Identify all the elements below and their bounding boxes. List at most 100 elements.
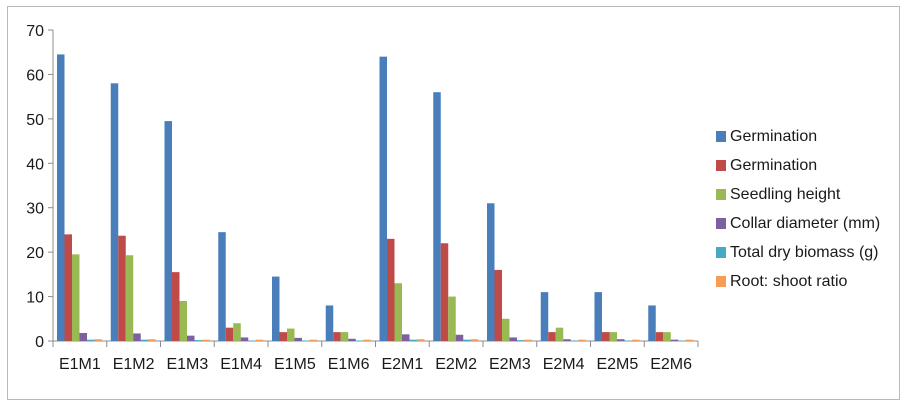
bar (294, 337, 302, 341)
y-tick-label: 30 (26, 201, 44, 218)
y-tick-label: 20 (26, 245, 44, 262)
bar (617, 339, 625, 341)
bar (125, 255, 134, 341)
bar (632, 339, 640, 341)
x-tick-label: E2M3 (489, 356, 531, 373)
bar (594, 292, 602, 341)
y-tick-label: 10 (26, 290, 44, 307)
bar (333, 332, 341, 341)
x-tick-label: E2M2 (435, 356, 477, 373)
bar (194, 340, 202, 341)
y-tick-label: 50 (26, 112, 44, 129)
bar (279, 332, 287, 341)
legend-item: Germination (716, 151, 880, 180)
x-tick-label: E1M5 (274, 356, 316, 373)
bar (670, 339, 679, 341)
legend-label: Seedling height (730, 185, 841, 203)
legend-item: Seedling height (716, 180, 880, 209)
bar (417, 339, 425, 341)
bar (455, 334, 464, 341)
bar (363, 339, 371, 341)
legend-item: Germination (716, 122, 880, 151)
x-tick-label: E2M6 (650, 356, 692, 373)
bar (502, 318, 510, 341)
legend-label: Root: shoot ratio (730, 272, 848, 290)
bar (255, 339, 264, 341)
bar (524, 339, 532, 341)
y-tick-label: 40 (26, 156, 44, 173)
y-tick-label: 70 (26, 23, 44, 40)
bar (225, 327, 234, 341)
x-tick-label: E2M4 (543, 356, 585, 373)
bar (118, 235, 126, 341)
legend-swatch (716, 247, 726, 258)
bar (79, 333, 87, 341)
bar (402, 334, 410, 341)
bar (440, 243, 449, 341)
bar (448, 296, 456, 341)
legend-label: Collar diameter (mm) (730, 214, 881, 232)
bar (148, 339, 156, 341)
bar (655, 332, 664, 341)
bar (540, 292, 549, 341)
legend-item: Root: shoot ratio (716, 267, 880, 296)
bar (110, 83, 119, 342)
plot-area: 0 10 20 30 40 50 60 70 E1M1 E1M2 E1M3 E1M4 E1M5 E1M6 E… (26, 23, 699, 373)
bar (309, 339, 317, 341)
bar (325, 305, 334, 341)
y-tick-label: 0 (35, 334, 44, 351)
legend-swatch (716, 276, 726, 287)
bar (240, 337, 249, 341)
bar (64, 234, 72, 341)
bar (578, 339, 586, 341)
legend-swatch (716, 131, 726, 142)
legend-label: Germination (730, 156, 818, 174)
bar (463, 339, 471, 341)
bar (387, 238, 395, 341)
bar (287, 328, 295, 341)
bar (394, 283, 402, 341)
x-tick-label: E1M2 (113, 356, 155, 373)
bar (218, 232, 226, 341)
bar (487, 203, 495, 341)
bar (72, 254, 80, 341)
bar (133, 333, 141, 341)
legend-swatch (716, 189, 726, 200)
bar (202, 339, 210, 341)
bar (233, 323, 241, 341)
bar (555, 327, 564, 341)
bar (509, 337, 517, 341)
bar (348, 338, 356, 341)
legend-item: Collar diameter (mm) (716, 209, 880, 238)
bar (179, 301, 187, 341)
x-tick-label: E2M1 (381, 356, 423, 373)
bar (563, 339, 571, 341)
bar (602, 332, 610, 341)
bar (409, 339, 417, 341)
bar (94, 339, 102, 341)
x-tick-label: E1M3 (166, 356, 208, 373)
bar (609, 332, 617, 341)
legend: Germination Germination Seedling height Col… (716, 122, 880, 296)
bar (379, 56, 387, 342)
x-tick-label: E1M4 (220, 356, 262, 373)
bar (470, 339, 479, 341)
legend-label: Germination (730, 127, 818, 145)
bar (172, 272, 180, 341)
bar (57, 54, 65, 341)
bar (187, 335, 195, 341)
bar (517, 340, 525, 341)
legend-swatch (716, 218, 726, 229)
legend-item: Total dry biomass (g) (716, 238, 880, 267)
bar (433, 92, 441, 341)
bar (340, 332, 349, 341)
legend-swatch (716, 160, 726, 171)
bar (164, 121, 172, 341)
y-tick-label: 60 (26, 67, 44, 84)
bar (648, 305, 656, 341)
bar (663, 332, 671, 341)
x-tick-label: E1M6 (328, 356, 370, 373)
bar (87, 339, 95, 341)
bar (494, 269, 502, 341)
